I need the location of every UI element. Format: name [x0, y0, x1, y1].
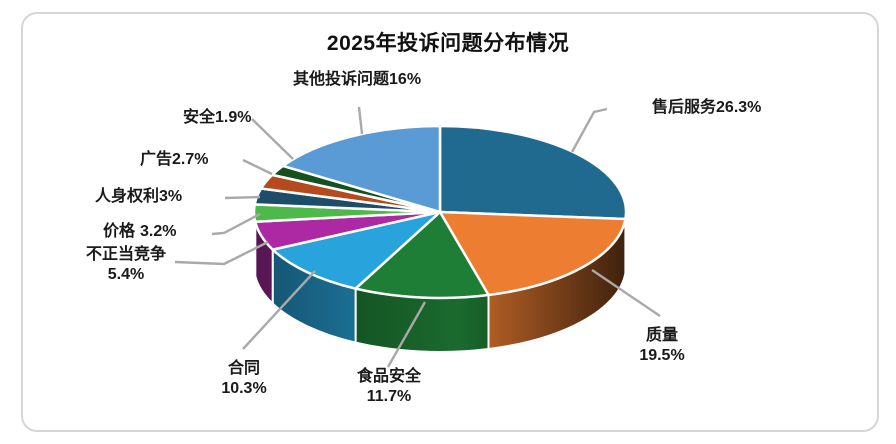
slice-name: 安全 — [183, 109, 216, 126]
slice-pct: 1.9% — [215, 109, 252, 126]
chart-title: 2025年投诉问题分布情况 — [326, 32, 570, 55]
callout-food-safety: 食品安全 11.7% — [336, 367, 442, 407]
leader-line-price — [211, 212, 261, 236]
slice-pct: 10.3% — [221, 380, 267, 397]
slice-pct: 2.7% — [172, 151, 209, 168]
slice-name: 人身权利 — [95, 188, 160, 205]
pie-slice-food-safety — [354, 210, 490, 300]
slice-pct: 3.2% — [140, 223, 177, 240]
callout-quality: 质量 19.5% — [620, 326, 704, 366]
leader-line-quality — [591, 269, 661, 317]
callout-safety: 安全1.9% — [183, 108, 251, 128]
pie-slice-other-complaints — [281, 124, 442, 214]
leader-line-advertising — [242, 158, 273, 176]
slice-name: 其他投诉问题 — [293, 71, 390, 88]
slice-name: 不正当竞争 — [85, 246, 166, 263]
callout-contract: 合同 10.3% — [199, 359, 289, 399]
callout-price: 价格 3.2% — [103, 222, 176, 242]
slice-pct: 5.4% — [107, 266, 145, 283]
slice-pct: 26.3% — [716, 99, 762, 116]
callout-other-complaints: 其他投诉问题16% — [293, 70, 421, 90]
slice-pct: 3% — [159, 188, 183, 205]
callout-advertising: 广告2.7% — [140, 150, 208, 170]
leader-line-after-sales-service — [570, 107, 608, 153]
pie-slice-after-sales-service — [438, 124, 628, 221]
leader-line-safety — [251, 118, 294, 160]
leader-line-food-safety — [386, 301, 427, 368]
callout-after-sales-service: 售后服务26.3% — [652, 98, 761, 118]
slice-name: 合同 — [227, 360, 260, 377]
leader-line-unfair-competition — [174, 240, 269, 266]
slice-name: 食品安全 — [356, 368, 421, 385]
slice-pct: 19.5% — [639, 347, 685, 364]
pie-slice-contract — [271, 210, 442, 290]
leader-line-personal-rights — [224, 195, 261, 200]
callout-personal-rights: 人身权利3% — [95, 187, 182, 207]
slice-name: 广告 — [140, 151, 173, 168]
pie-slice-quality — [438, 210, 627, 297]
slice-name: 价格 — [103, 223, 136, 240]
slice-name: 售后服务 — [652, 99, 717, 116]
slice-pct: 11.7% — [366, 388, 412, 405]
leader-line-contract — [242, 270, 316, 350]
leader-line-other-complaints — [357, 106, 364, 135]
callout-unfair-competition: 不正当竞争 5.4% — [71, 245, 181, 285]
slice-name: 质量 — [645, 327, 678, 344]
slice-pct: 16% — [389, 71, 422, 88]
